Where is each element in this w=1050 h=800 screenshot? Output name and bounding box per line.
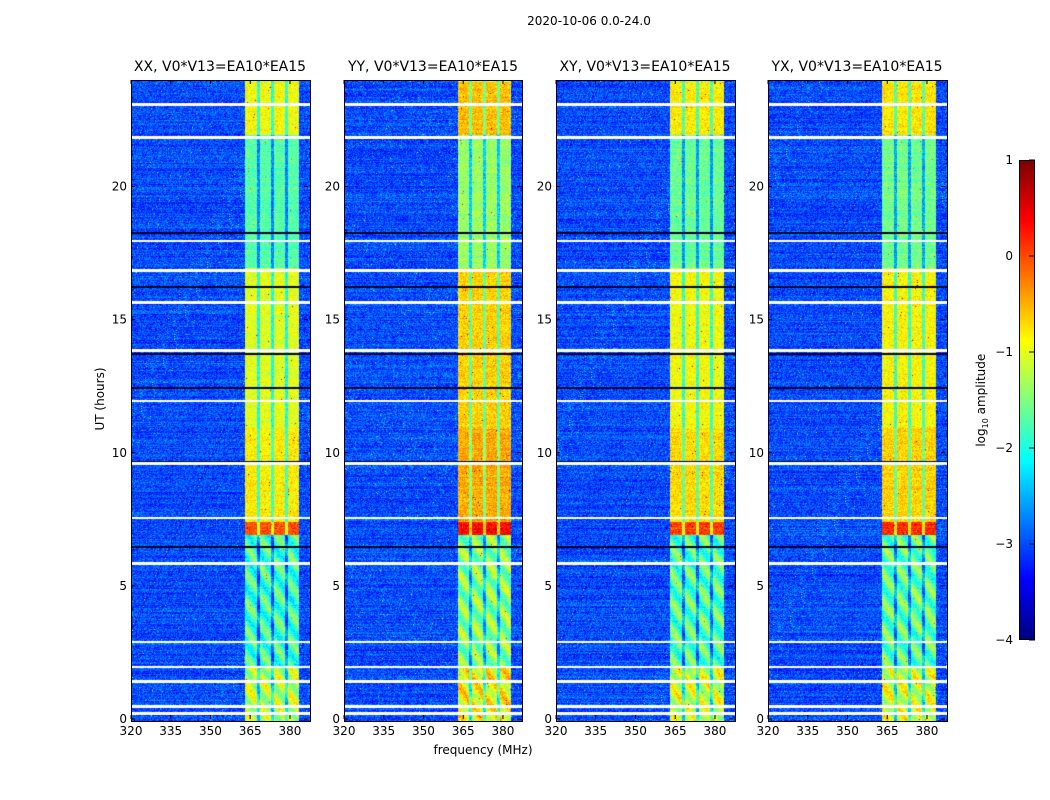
y-tick-label: 15 — [537, 313, 552, 327]
y-tick-label: 5 — [756, 579, 764, 593]
panel-title-yx: YX, V0*V13=EA10*EA15 — [771, 59, 943, 75]
colorbar — [1019, 160, 1035, 640]
x-tick-label: 365 — [876, 724, 899, 738]
y-tick-label: 10 — [537, 446, 552, 460]
colorbar-tick-label: −4 — [995, 633, 1013, 647]
x-tick-label: 335 — [372, 724, 395, 738]
y-tick-label: 10 — [325, 446, 340, 460]
heatmap-xx — [131, 80, 311, 722]
x-tick-label: 320 — [120, 724, 143, 738]
colorbar-tick-label: 1 — [1005, 153, 1013, 167]
heatmap-yy — [344, 80, 523, 722]
panel-title-xy: XY, V0*V13=EA10*EA15 — [559, 59, 731, 75]
x-tick-label: 335 — [584, 724, 607, 738]
y-tick-label: 15 — [112, 313, 127, 327]
x-tick-label: 335 — [159, 724, 182, 738]
y-tick-label: 20 — [749, 180, 764, 194]
x-tick-label: 365 — [452, 724, 475, 738]
heatmap-xy — [556, 80, 736, 722]
y-tick-label: 5 — [544, 579, 552, 593]
colorbar-tick-label: 0 — [1005, 249, 1013, 263]
y-tick-label: 0 — [332, 712, 340, 726]
colorbar-tick-label: −1 — [995, 345, 1013, 359]
y-tick-label: 20 — [325, 180, 340, 194]
x-tick-label: 350 — [836, 724, 859, 738]
y-tick-label: 20 — [537, 180, 552, 194]
x-tick-label: 320 — [545, 724, 568, 738]
y-tick-label: 20 — [112, 180, 127, 194]
x-tick-label: 380 — [492, 724, 515, 738]
x-tick-label: 335 — [796, 724, 819, 738]
heatmap-yx — [768, 80, 948, 722]
x-tick-label: 320 — [333, 724, 356, 738]
x-tick-label: 380 — [916, 724, 939, 738]
y-tick-label: 0 — [544, 712, 552, 726]
y-tick-label: 0 — [119, 712, 127, 726]
colorbar-tick-label: −2 — [995, 441, 1013, 455]
x-axis-label: frequency (MHz) — [433, 743, 533, 757]
panel-title-xx: XX, V0*V13=EA10*EA15 — [133, 59, 307, 75]
y-tick-label: 0 — [756, 712, 764, 726]
y-tick-label: 10 — [749, 446, 764, 460]
x-tick-label: 350 — [624, 724, 647, 738]
x-tick-label: 365 — [239, 724, 262, 738]
y-tick-label: 15 — [325, 313, 340, 327]
y-tick-label: 10 — [112, 446, 127, 460]
x-tick-label: 350 — [199, 724, 222, 738]
y-tick-label: 5 — [119, 579, 127, 593]
panel-title-yy: YY, V0*V13=EA10*EA15 — [347, 59, 519, 75]
colorbar-tick-label: −3 — [995, 537, 1013, 551]
y-tick-label: 15 — [749, 313, 764, 327]
y-tick-label: 5 — [332, 579, 340, 593]
x-tick-label: 380 — [279, 724, 302, 738]
x-tick-label: 365 — [664, 724, 687, 738]
x-tick-label: 320 — [757, 724, 780, 738]
figure-title: 2020-10-06 0.0-24.0 — [527, 14, 651, 28]
x-tick-label: 350 — [412, 724, 435, 738]
x-tick-label: 380 — [704, 724, 727, 738]
